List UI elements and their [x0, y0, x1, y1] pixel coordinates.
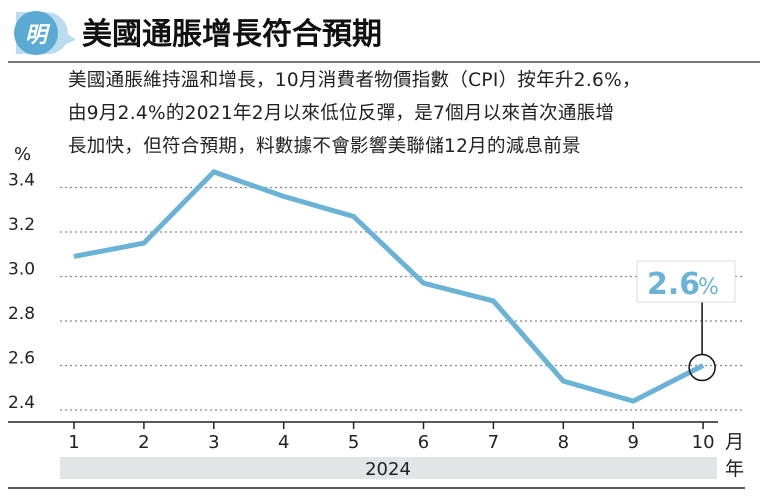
y-tick-label: 3.4 [8, 171, 35, 191]
logo-circle [14, 11, 58, 55]
cpi-series-line [73, 169, 705, 404]
y-tick-label: 2.8 [8, 304, 35, 324]
x-tick-label: 4 [278, 432, 289, 453]
callout-box [636, 260, 736, 303]
logo-text: 明 [25, 23, 51, 48]
logo: 明 [14, 11, 76, 55]
x-tick-label: 1 [68, 432, 79, 453]
x-tick-label: 8 [558, 432, 569, 453]
callout-value: 2.6 [647, 267, 700, 302]
y-tick-label: 2.6 [8, 349, 35, 369]
x-tick-label: 9 [627, 432, 638, 453]
subtitle-line-1: 美國通脹維持溫和增長，10月消費者物價指數（CPI）按年升2.6%， [68, 70, 641, 91]
year-band [60, 457, 717, 479]
y-tick-label: 3.0 [8, 260, 35, 280]
x-tick-label: 3 [208, 432, 219, 453]
y-tick-label: 3.2 [8, 215, 35, 235]
year-label: 2024 [365, 459, 411, 480]
subtitle-line-3: 長加快，但符合預期，料數據不會影響美聯儲12月的減息前景 [68, 136, 581, 157]
x-tick-label: 7 [488, 432, 499, 453]
page-title: 美國通脹增長符合預期 [82, 17, 382, 52]
callout-unit: % [698, 275, 719, 300]
y-tick-label: 2.4 [8, 393, 35, 413]
x-tick-label: 6 [418, 432, 429, 453]
x-axis-unit-label: 月 [725, 431, 744, 453]
x-tick-label: 10 [692, 432, 715, 453]
x-tick-label: 5 [348, 432, 359, 453]
x-tick-label: 2 [138, 432, 149, 453]
callout: 2.6% [636, 260, 736, 382]
y-axis-label: % [14, 144, 31, 165]
subtitle-line-2: 由9月2.4%的2021年2月以來低位反彈，是7個月以來首次通脹增 [68, 103, 615, 124]
year-suffix-label: 年 [725, 458, 744, 480]
